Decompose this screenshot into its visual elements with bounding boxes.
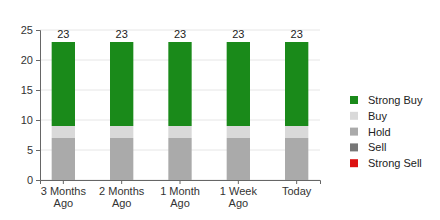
y-tick-mark [36, 120, 40, 121]
x-tick-mark [238, 180, 239, 184]
bar-segment [168, 42, 191, 126]
grid [40, 30, 320, 180]
bar-segment [285, 42, 308, 126]
x-axis-line [41, 181, 321, 185]
legend-label: Strong Sell [368, 157, 422, 169]
total-label: 23 [57, 28, 69, 40]
y-tick-mark [36, 90, 40, 91]
legend-swatch [350, 159, 358, 167]
y-tick-label: 20 [21, 54, 33, 66]
legend-item: Strong Sell [350, 157, 422, 169]
bar-segment [110, 138, 133, 180]
total-label: 23 [116, 28, 128, 40]
total-label: 23 [291, 28, 303, 40]
legend-label: Strong Buy [368, 94, 423, 106]
y-tick: 20 [21, 54, 40, 66]
bar-segment [285, 126, 308, 138]
legend-item: Strong Buy [350, 94, 423, 106]
x-tick-mark [296, 180, 297, 184]
legend-swatch [350, 143, 358, 151]
y-tick: 0 [27, 174, 40, 186]
y-tick: 5 [27, 144, 40, 156]
bar-segment [227, 138, 250, 180]
x-tick: 1 MonthAgo [160, 180, 200, 209]
bars [52, 42, 309, 180]
chart: 23 23 23 23 23 0 5 10 15 20 25 3 MonthsAgo 2 MonthsA… [0, 0, 440, 220]
x-tick: 3 MonthsAgo [41, 180, 87, 209]
y-tick-label: 15 [21, 84, 33, 96]
y-tick: 25 [21, 24, 40, 36]
legend-label: Sell [368, 141, 386, 153]
bar-segment [110, 126, 133, 138]
y-axis-line [36, 31, 41, 181]
bar-segment [52, 42, 75, 126]
y-tick-label: 0 [27, 174, 33, 186]
bar-segment [227, 42, 250, 126]
legend-label: Buy [368, 110, 387, 122]
legend-swatch [350, 128, 358, 136]
legend-swatch [350, 96, 358, 104]
bar-segment [168, 126, 191, 138]
y-tick-mark [36, 150, 40, 151]
y-tick-label: 25 [21, 24, 33, 36]
totals: 23 23 23 23 23 [57, 28, 303, 40]
legend-swatch [350, 112, 358, 120]
bar-segment [52, 138, 75, 180]
total-label: 23 [174, 28, 186, 40]
bar-segment [52, 126, 75, 138]
bar-segment [285, 138, 308, 180]
x-tick-mark [180, 180, 181, 184]
legend: Strong Buy Buy Hold Sell Strong Sell [350, 94, 423, 169]
total-label: 23 [232, 28, 244, 40]
x-tick-mark [63, 180, 64, 184]
legend-item: Hold [350, 126, 391, 138]
x-tick-label: 2 MonthsAgo [99, 185, 145, 209]
x-tick-label: 3 MonthsAgo [41, 185, 87, 209]
x-tick-mark [121, 180, 122, 184]
legend-item: Buy [350, 110, 387, 122]
y-tick-mark [36, 60, 40, 61]
y-tick-mark [36, 30, 40, 31]
bar-segment [110, 42, 133, 126]
x-tick-label: 1 MonthAgo [160, 185, 200, 209]
plot: 23 23 23 23 23 0 5 10 15 20 25 3 MonthsAgo 2 MonthsA… [21, 24, 321, 209]
x-tick: Today [282, 180, 312, 197]
legend-label: Hold [368, 126, 391, 138]
x-tick: 1 WeekAgo [220, 180, 258, 209]
y-tick: 15 [21, 84, 40, 96]
x-tick-label: 1 WeekAgo [220, 185, 258, 209]
x-tick-label: Today [282, 185, 312, 197]
legend-item: Sell [350, 141, 386, 153]
y-tick: 10 [21, 114, 40, 126]
bar-segment [227, 126, 250, 138]
bar-segment [168, 138, 191, 180]
y-tick-mark [36, 180, 40, 181]
y-tick-label: 10 [21, 114, 33, 126]
x-tick: 2 MonthsAgo [99, 180, 145, 209]
x-axis: 3 MonthsAgo 2 MonthsAgo 1 MonthAgo 1 WeekAg… [41, 180, 321, 209]
y-tick-label: 5 [27, 144, 33, 156]
y-axis: 0 5 10 15 20 25 [21, 24, 41, 186]
